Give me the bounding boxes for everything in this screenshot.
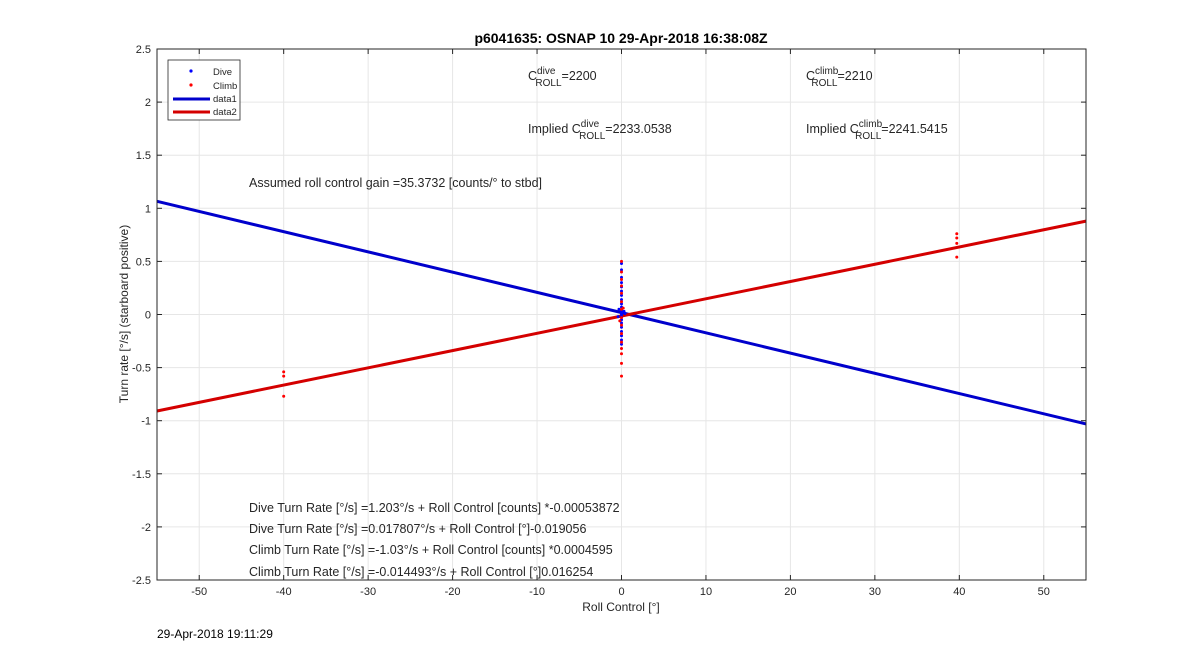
x-tick-label: -20: [445, 586, 461, 598]
point-climb: [620, 277, 623, 281]
point-climb: [620, 291, 623, 295]
legend-dive-marker: [189, 69, 193, 73]
x-tick-label: 30: [869, 586, 881, 598]
point-dive: [620, 325, 623, 329]
legend-dive-label: Dive: [213, 67, 232, 78]
point-dive: [620, 293, 623, 297]
point-climb: [620, 340, 623, 344]
legend-box: [167, 59, 241, 121]
point-climb: [621, 306, 625, 310]
y-tick-label: -2: [141, 522, 151, 534]
point-dive: [616, 315, 620, 319]
annotation-dive-eq-counts: Dive Turn Rate [°/s] =1.203°/s + Roll Co…: [249, 501, 620, 515]
tick-marks: -50 -40 -30 -20 -10 0 10 20 30 40 50-2.5-2-1.5-1-0…: [132, 44, 1086, 598]
legend-climb-marker: [189, 83, 193, 87]
annotation-c-roll-climb: Cclimb ROLL=2210: [806, 66, 873, 89]
point-dive: [620, 321, 623, 325]
point-dive: [620, 275, 623, 279]
annotation-implied-c-roll-climb: Implied Cclimb ROLL=2241.5415: [806, 119, 948, 142]
x-axis-label: Roll Control [°]: [582, 600, 660, 614]
point-dive: [620, 334, 623, 338]
y-axis-label: Turn rate [°/s] (starboard positive): [117, 225, 131, 403]
point-dive: [620, 289, 623, 293]
point-climb: [620, 374, 623, 378]
point-dive: [620, 338, 623, 342]
legend-data2-label: data2: [213, 107, 237, 118]
x-tick-label: 50: [1038, 586, 1050, 598]
x-tick-label: 40: [953, 586, 965, 598]
y-tick-label: 2.5: [136, 44, 151, 56]
y-tick-label: -0.5: [132, 363, 151, 375]
point-climb: [955, 236, 959, 240]
point-climb: [618, 319, 622, 323]
point-climb: [620, 361, 623, 365]
x-tick-label: -30: [360, 586, 376, 598]
footer-timestamp: 29-Apr-2018 19:11:29: [157, 627, 273, 641]
point-climb: [620, 332, 623, 336]
annotation-roll-gain: Assumed roll control gain =35.3732 [coun…: [249, 176, 542, 190]
annotation-dive-eq-degrees: Dive Turn Rate [°/s] =0.017807°/s + Roll…: [249, 522, 586, 536]
x-tick-label: -50: [191, 586, 207, 598]
y-tick-label: 2: [145, 97, 151, 109]
point-climb: [955, 232, 959, 236]
point-climb: [620, 270, 623, 274]
point-dive: [623, 311, 627, 315]
annotation-climb-eq-counts: Climb Turn Rate [°/s] =-1.03°/s + Roll C…: [249, 543, 613, 557]
point-dive: [617, 307, 621, 311]
x-tick-label: -10: [529, 586, 545, 598]
point-climb: [282, 370, 286, 374]
point-climb: [620, 300, 623, 304]
point-dive: [620, 262, 623, 266]
y-tick-label: -1: [141, 416, 151, 428]
legend-climb-label: Climb: [213, 81, 237, 92]
annotation-implied-c-roll-dive: Implied Cdive ROLL=2233.0538: [528, 119, 672, 142]
legend-data1-label: data1: [213, 94, 237, 105]
y-tick-label: -1.5: [132, 469, 151, 481]
point-climb: [620, 316, 623, 320]
x-tick-label: 10: [700, 586, 712, 598]
data-marks: [156, 199, 1087, 426]
point-climb: [282, 374, 286, 378]
point-climb: [620, 352, 623, 356]
y-tick-label: 0.5: [136, 256, 151, 268]
legend: Dive Climb data1 data2: [167, 59, 241, 121]
point-dive: [620, 298, 623, 302]
y-tick-label: 0: [145, 310, 151, 322]
y-tick-label: -2.5: [132, 575, 151, 587]
point-climb: [955, 241, 959, 245]
y-tick-label: 1: [145, 203, 151, 215]
point-dive: [620, 281, 623, 285]
point-climb: [955, 255, 959, 259]
x-tick-label: 20: [784, 586, 796, 598]
chart-title: p6041635: OSNAP 10 29-Apr-2018 16:38:08Z: [474, 30, 768, 46]
point-climb: [282, 394, 286, 398]
point-climb: [620, 284, 623, 288]
point-climb: [620, 323, 623, 327]
point-climb: [620, 346, 623, 350]
point-dive: [620, 329, 623, 333]
point-dive: [620, 342, 623, 346]
x-tick-label: 0: [618, 586, 624, 598]
y-tick-label: 1.5: [136, 150, 151, 162]
annotation-c-roll-dive: Cdive ROLL=2200: [528, 66, 597, 89]
point-climb: [620, 259, 623, 263]
point-dive: [620, 313, 623, 316]
point-dive: [620, 268, 623, 272]
x-tick-label: -40: [276, 586, 292, 598]
annotation-climb-eq-degrees: Climb Turn Rate [°/s] =-0.014493°/s + Ro…: [249, 565, 593, 579]
point-dive: [620, 302, 623, 306]
point-dive: [620, 310, 623, 314]
